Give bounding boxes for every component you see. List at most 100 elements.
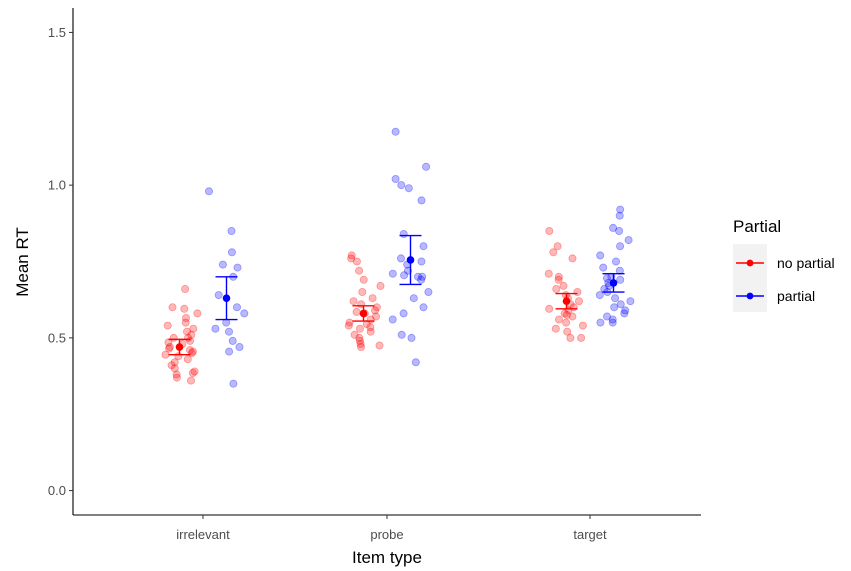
data-point <box>163 321 172 330</box>
data-point <box>603 274 612 283</box>
data-point <box>183 355 192 364</box>
data-point <box>596 251 605 260</box>
data-point <box>370 306 379 315</box>
data-point <box>240 309 249 318</box>
data-point <box>620 309 629 318</box>
data-point <box>568 312 577 321</box>
data-point <box>388 315 397 324</box>
data-point <box>573 287 582 296</box>
data-point <box>355 266 364 275</box>
data-point <box>187 330 196 339</box>
data-point <box>345 318 354 327</box>
data-point <box>616 300 625 309</box>
data-point <box>227 248 236 257</box>
data-point <box>611 294 620 303</box>
data-point <box>616 275 625 284</box>
data-point <box>224 327 233 336</box>
data-point <box>186 376 195 385</box>
data-point <box>397 181 406 190</box>
data-point <box>616 242 625 251</box>
data-point <box>595 291 604 300</box>
data-point <box>172 370 181 379</box>
data-point <box>554 272 563 281</box>
data-point <box>560 309 569 318</box>
data-point <box>366 323 375 332</box>
data-point <box>411 358 420 367</box>
data-point <box>608 315 617 324</box>
legend: Partial no partial partial <box>733 217 835 312</box>
data-point <box>566 333 575 342</box>
data-point <box>424 287 433 296</box>
y-tick-label: 1.0 <box>48 178 66 193</box>
y-axis-title: Mean RT <box>13 227 32 297</box>
data-point <box>396 254 405 263</box>
data-point <box>599 263 608 272</box>
data-point <box>399 309 408 318</box>
data-point <box>355 333 364 342</box>
data-point <box>233 263 242 272</box>
data-point <box>211 324 220 333</box>
data-point <box>366 327 375 336</box>
data-point <box>568 254 577 263</box>
y-tick-label: 0.0 <box>48 483 66 498</box>
data-point <box>170 364 179 373</box>
data-point <box>417 196 426 205</box>
data-point <box>422 162 431 171</box>
data-point <box>575 297 584 306</box>
data-point <box>603 312 612 321</box>
legend-key-point <box>746 259 754 267</box>
data-point <box>190 367 199 376</box>
y-tick-label: 1.5 <box>48 25 66 40</box>
legend-title: Partial <box>733 217 781 236</box>
data-point <box>188 368 197 377</box>
data-point <box>180 304 189 313</box>
data-point <box>358 287 367 296</box>
data-point <box>350 330 359 339</box>
data-point <box>552 284 561 293</box>
data-point <box>555 315 564 324</box>
data-point <box>355 336 364 345</box>
data-point <box>400 271 409 280</box>
data-point <box>161 350 170 359</box>
legend-key-background <box>733 244 767 312</box>
data-point <box>554 275 563 284</box>
data-point <box>397 330 406 339</box>
data-point <box>193 309 202 318</box>
data-point <box>218 260 227 269</box>
data-point <box>615 211 624 220</box>
data-point <box>356 342 365 351</box>
data-point <box>181 284 190 293</box>
data-point <box>413 272 422 281</box>
data-point <box>170 358 179 367</box>
data-point <box>164 344 173 353</box>
data-point <box>167 361 176 370</box>
data-point <box>356 339 365 348</box>
y-axis: 0.0 0.5 1.0 1.5 <box>48 25 73 498</box>
data-point <box>355 324 364 333</box>
data-point <box>553 242 562 251</box>
data-point <box>352 257 361 266</box>
mean-point <box>609 279 618 287</box>
data-point <box>596 318 605 327</box>
data-point <box>419 242 428 251</box>
data-point <box>235 342 244 351</box>
x-axis: irrelevant probe target <box>176 515 607 542</box>
x-tick-label: target <box>573 527 607 542</box>
data-point <box>185 346 194 355</box>
data-point <box>181 313 190 322</box>
data-point <box>545 304 554 313</box>
data-point <box>344 321 353 330</box>
data-point <box>204 187 213 196</box>
data-point <box>368 294 377 303</box>
data-point <box>229 379 238 388</box>
data-point <box>417 275 426 284</box>
data-point <box>409 294 418 303</box>
data-point <box>186 336 195 345</box>
data-point <box>189 324 198 333</box>
data-point <box>227 226 236 235</box>
data-point <box>563 327 572 336</box>
data-point <box>228 336 237 345</box>
y-tick-label: 0.5 <box>48 330 66 345</box>
data-point <box>168 303 177 312</box>
